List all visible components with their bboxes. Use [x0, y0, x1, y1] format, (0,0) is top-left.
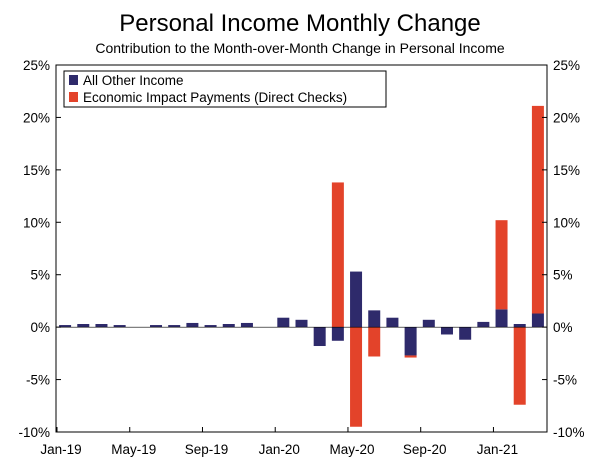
x-tick-label: Jan-21: [477, 442, 518, 457]
y-tick-label-right: 10%: [553, 215, 580, 230]
bar-other-income-Jul-19: [168, 325, 181, 328]
bar-other-income-Nov-19: [240, 322, 253, 328]
bar-other-income-Jun-20: [368, 310, 381, 328]
legend-box: [63, 70, 387, 108]
legend-label-impact-payments: Economic Impact Payments (Direct Checks): [83, 90, 347, 105]
bars-group: [59, 105, 544, 427]
bar-other-income-Apr-20: [331, 327, 344, 341]
bar-other-income-Nov-20: [459, 327, 472, 340]
y-tick-label-right: -5%: [553, 373, 577, 388]
bar-other-income-May-20: [350, 271, 363, 328]
y-tick-label-left: 20%: [23, 110, 50, 125]
x-axis: Jan-19 May-19 Sep-19 Jan-20 May-20 Sep-20 Jan-…: [40, 427, 518, 457]
y-tick-label-right: 5%: [553, 268, 573, 283]
bar-impact-payments-Mar-21: [531, 105, 544, 314]
y-tick-label-left: -10%: [18, 425, 50, 440]
y-tick-label-right: 15%: [553, 163, 580, 178]
legend-swatch-other-income: [69, 75, 78, 85]
bar-impact-payments-Jun-20: [368, 327, 381, 357]
bar-other-income-Feb-21: [513, 324, 526, 328]
bar-other-income-Mar-20: [313, 327, 326, 347]
legend: All Other Income Economic Impact Payment…: [63, 70, 387, 108]
bar-other-income-Sep-20: [422, 319, 435, 328]
y-tick-label-right: -10%: [553, 425, 585, 440]
bar-impact-payments-Jan-21: [495, 220, 508, 310]
bar-impact-payments-Aug-20: [404, 355, 417, 358]
bar-other-income-Mar-21: [531, 313, 544, 328]
x-tick-label: Jan-19: [40, 442, 81, 457]
bar-other-income-Apr-19: [113, 325, 126, 328]
y-tick-label-left: 15%: [23, 163, 50, 178]
x-tick-label: Sep-19: [185, 442, 229, 457]
x-tick-label: Sep-20: [403, 442, 447, 457]
y-axis-right: 25% 20% 15% 10% 5% 0% -5% -10%: [542, 58, 585, 440]
legend-label-other-income: All Other Income: [83, 73, 184, 88]
bar-impact-payments-Apr-20: [331, 182, 344, 328]
bar-other-income-Aug-19: [186, 322, 199, 328]
y-tick-label-left: 5%: [30, 268, 50, 283]
y-tick-label-left: -5%: [26, 373, 50, 388]
bar-other-income-Feb-19: [77, 324, 90, 328]
y-tick-label-left: 0%: [30, 320, 50, 335]
y-tick-label-left: 25%: [23, 58, 50, 73]
bar-other-income-Jan-20: [277, 317, 290, 328]
bar-other-income-Jan-21: [495, 309, 508, 328]
bar-other-income-Mar-19: [95, 324, 108, 328]
bar-other-income-Aug-20: [404, 327, 417, 356]
bar-other-income-Oct-20: [440, 327, 453, 335]
plot-area: [55, 64, 548, 433]
y-tick-label-right: 25%: [553, 58, 580, 73]
x-tick-label: Jan-20: [259, 442, 300, 457]
bar-other-income-Jun-19: [150, 325, 163, 328]
y-axis-left: 25% 20% 15% 10% 5% 0% -5% -10%: [18, 58, 61, 440]
bar-impact-payments-May-20: [350, 327, 363, 427]
y-tick-label-right: 20%: [553, 110, 580, 125]
y-tick-label-right: 0%: [553, 320, 573, 335]
x-tick-label: May-19: [111, 442, 156, 457]
y-tick-label-left: 10%: [23, 215, 50, 230]
x-tick-label: May-20: [329, 442, 374, 457]
bar-other-income-Sep-19: [204, 325, 217, 328]
bar-impact-payments-Feb-21: [513, 327, 526, 405]
bar-other-income-Jan-19: [59, 325, 72, 328]
legend-swatch-impact-payments: [69, 92, 78, 102]
chart-title: Personal Income Monthly Change: [119, 10, 481, 37]
bar-other-income-Oct-19: [222, 324, 235, 328]
bar-other-income-Jul-20: [386, 317, 399, 328]
bar-other-income-Dec-20: [477, 321, 490, 328]
chart-subtitle: Contribution to the Month-over-Month Cha…: [95, 40, 505, 56]
bar-other-income-Feb-20: [295, 319, 308, 328]
